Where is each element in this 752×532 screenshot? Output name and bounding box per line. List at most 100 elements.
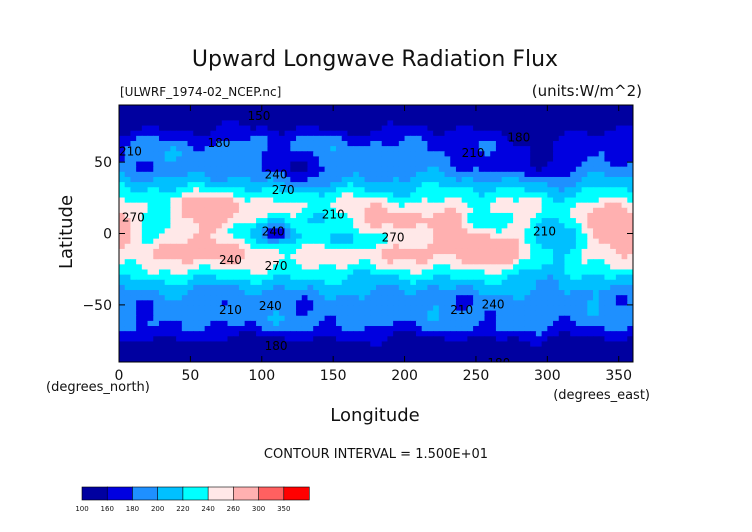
flux-cell <box>473 346 480 353</box>
flux-cell <box>233 238 240 245</box>
flux-cell <box>130 166 137 173</box>
flux-cell <box>415 341 423 348</box>
flux-cell <box>541 151 548 157</box>
flux-cell <box>233 202 240 209</box>
flux-cell <box>421 176 428 183</box>
flux-cell <box>296 218 303 224</box>
flux-cell <box>473 120 480 127</box>
flux-cell <box>124 310 132 317</box>
flux-cell <box>490 120 497 127</box>
flux-cell <box>410 110 417 116</box>
flux-cell <box>450 140 457 147</box>
flux-cell <box>444 212 451 219</box>
flux-cell <box>330 156 337 163</box>
flux-cell <box>381 130 389 137</box>
flux-cell <box>518 218 526 224</box>
flux-cell <box>541 284 548 291</box>
flux-cell <box>587 315 594 322</box>
flux-cell <box>313 176 320 183</box>
flux-cell <box>455 151 463 157</box>
flux-cell <box>193 202 200 209</box>
flux-cell <box>490 146 497 152</box>
flux-cell <box>290 284 297 291</box>
flux-cell <box>330 238 337 245</box>
flux-cell <box>330 187 337 193</box>
flux-cell <box>324 238 331 245</box>
flux-cell <box>615 295 623 301</box>
flux-cell <box>170 212 177 219</box>
flux-cell <box>153 310 160 317</box>
flux-cell <box>124 192 132 199</box>
flux-cell <box>518 192 526 199</box>
flux-cell <box>564 336 571 343</box>
flux-cell <box>204 166 211 173</box>
flux-cell <box>381 259 389 265</box>
flux-cell <box>153 362 159 368</box>
flux-cell <box>307 362 313 368</box>
flux-cell <box>301 315 309 322</box>
flux-cell <box>256 218 263 224</box>
flux-cell <box>473 326 480 332</box>
flux-cell <box>307 192 314 199</box>
flux-cell <box>250 228 257 235</box>
flux-cell <box>530 115 537 122</box>
flux-cell <box>307 187 314 193</box>
flux-cell <box>587 341 594 348</box>
flux-cell <box>593 146 600 152</box>
flux-cell <box>238 156 246 163</box>
flux-cell <box>324 156 331 163</box>
flux-cell <box>136 320 143 327</box>
flux-cell <box>221 223 229 229</box>
flux-cell <box>490 310 497 317</box>
flux-cell <box>427 290 434 296</box>
flux-cell <box>330 320 337 327</box>
flux-cell <box>256 115 263 122</box>
flux-cell <box>313 238 320 245</box>
flux-cell <box>119 254 126 260</box>
flux-cell <box>575 207 583 214</box>
flux-cell <box>341 212 349 219</box>
flux-cell <box>341 279 349 286</box>
flux-cell <box>330 161 337 168</box>
flux-cell <box>267 274 274 281</box>
flux-cell <box>290 248 297 255</box>
flux-cell <box>307 146 314 152</box>
flux-cell <box>553 346 560 353</box>
flux-cell <box>547 295 554 301</box>
flux-cell <box>313 346 320 353</box>
flux-cell <box>221 238 229 245</box>
flux-cell <box>473 300 480 307</box>
flux-cell <box>433 295 440 301</box>
flux-cell <box>307 254 314 260</box>
flux-cell <box>279 362 285 368</box>
flux-cell <box>370 274 377 281</box>
flux-cell <box>307 120 314 127</box>
flux-cell <box>256 110 263 116</box>
flux-cell <box>627 346 633 353</box>
flux-cell <box>336 326 343 332</box>
flux-cell <box>627 310 633 317</box>
flux-cell <box>410 351 417 358</box>
flux-cell <box>524 218 531 224</box>
flux-cell <box>513 300 520 307</box>
flux-cell <box>341 202 349 209</box>
flux-cell <box>307 223 314 229</box>
flux-cell <box>256 146 263 152</box>
flux-cell <box>170 320 177 327</box>
flux-cell <box>433 182 440 188</box>
flux-cell <box>587 135 594 142</box>
flux-cell <box>433 125 440 132</box>
flux-cell <box>216 320 223 327</box>
x-tick-label: 0 <box>115 368 124 384</box>
flux-cell <box>530 233 537 240</box>
flux-cell <box>198 279 206 286</box>
flux-cell <box>284 151 291 157</box>
flux-cell <box>193 274 200 281</box>
flux-cell <box>164 197 171 204</box>
flux-cell <box>564 305 571 312</box>
flux-cell <box>547 197 554 204</box>
flux-cell <box>627 182 633 188</box>
flux-cell <box>290 105 297 111</box>
flux-cell <box>256 171 263 178</box>
flux-cell <box>621 351 628 358</box>
